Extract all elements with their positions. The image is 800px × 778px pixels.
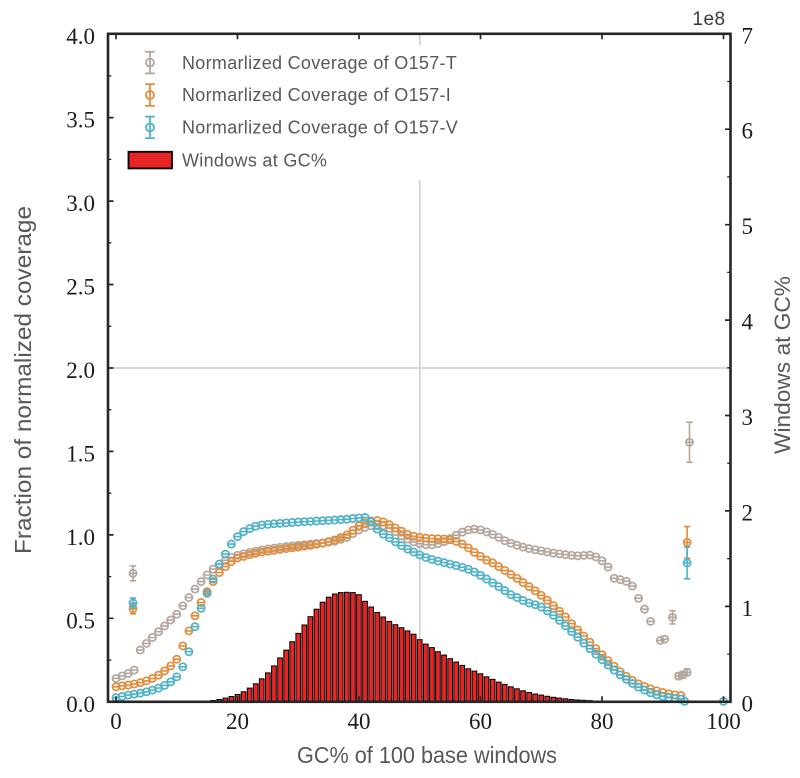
svg-text:3.5: 3.5 [66, 108, 95, 133]
svg-text:0.5: 0.5 [66, 608, 95, 633]
svg-text:3.0: 3.0 [66, 191, 95, 216]
svg-text:Normarlized Coverage of O157-I: Normarlized Coverage of O157-I [182, 85, 451, 105]
svg-text:20: 20 [226, 709, 249, 734]
svg-text:60: 60 [469, 709, 492, 734]
svg-text:5: 5 [742, 214, 754, 239]
svg-text:Windows at GC%: Windows at GC% [770, 276, 795, 454]
svg-text:Normarlized Coverage of O157-V: Normarlized Coverage of O157-V [182, 118, 458, 138]
svg-text:0: 0 [742, 691, 754, 716]
svg-text:1: 1 [742, 596, 754, 621]
svg-text:2.5: 2.5 [66, 275, 95, 300]
svg-text:2.0: 2.0 [66, 358, 95, 383]
svg-text:1e8: 1e8 [692, 9, 725, 30]
svg-text:GC% of 100 base windows: GC% of 100 base windows [297, 742, 557, 768]
svg-text:1.0: 1.0 [66, 525, 95, 550]
svg-text:1.5: 1.5 [66, 441, 95, 466]
svg-text:0: 0 [110, 709, 122, 734]
svg-text:Fraction of normalized coverag: Fraction of normalized coverage [10, 206, 36, 554]
svg-text:2: 2 [742, 500, 754, 525]
svg-text:6: 6 [742, 119, 754, 144]
svg-text:4.0: 4.0 [66, 24, 95, 49]
svg-text:Normarlized Coverage of O157-T: Normarlized Coverage of O157-T [182, 53, 457, 73]
svg-text:3: 3 [742, 405, 754, 430]
svg-text:7: 7 [742, 23, 754, 48]
svg-text:100: 100 [706, 709, 741, 734]
svg-text:4: 4 [742, 310, 754, 335]
svg-text:Windows at GC%: Windows at GC% [182, 151, 327, 171]
svg-text:40: 40 [348, 709, 371, 734]
svg-text:0.0: 0.0 [66, 692, 95, 717]
svg-text:80: 80 [591, 709, 614, 734]
